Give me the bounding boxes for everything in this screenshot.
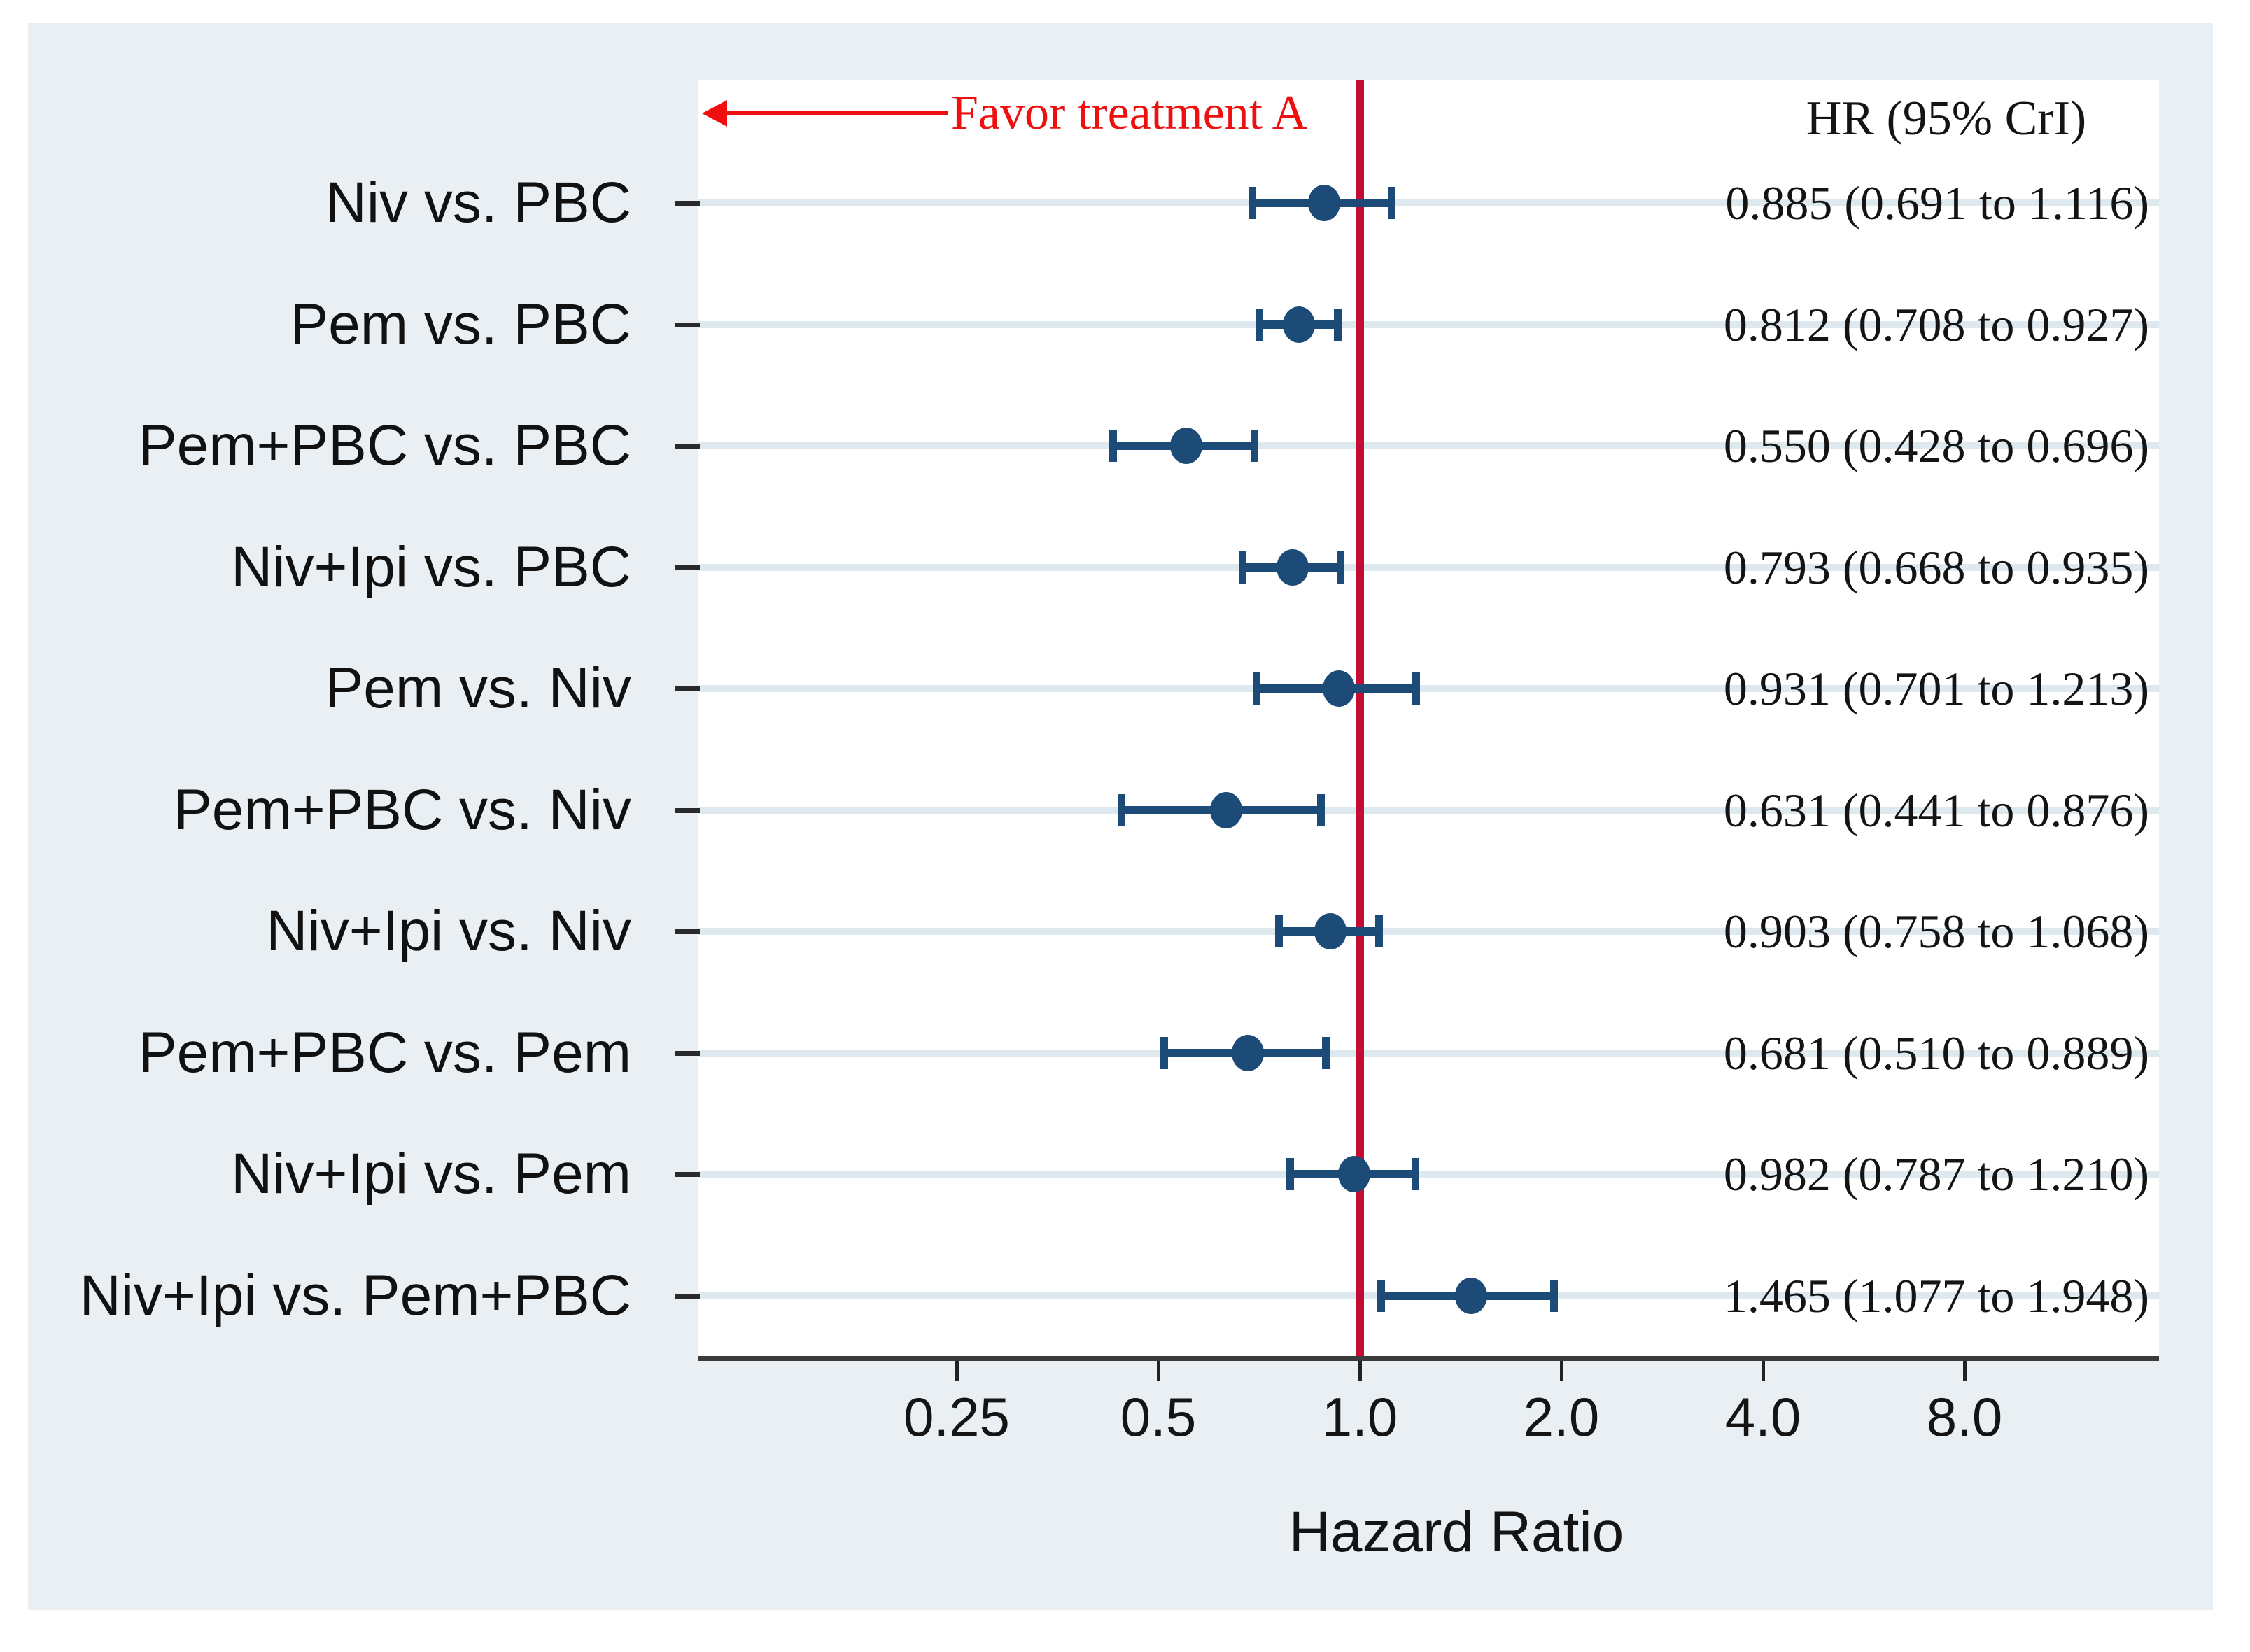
ci-cap-low	[1238, 551, 1246, 584]
hr-point-marker	[1232, 1034, 1265, 1071]
row-tick-dash	[675, 1172, 700, 1178]
ci-cap-low	[1160, 1036, 1168, 1069]
hr-point-marker	[1209, 791, 1242, 828]
ci-cap-low	[1109, 430, 1117, 463]
x-axis-tick	[1761, 1361, 1765, 1381]
row-label: Niv+Ipi vs. Niv	[266, 899, 631, 963]
ci-cap-high	[1411, 1158, 1419, 1191]
row-label: Pem+PBC vs. Niv	[174, 777, 631, 842]
hr-point-marker	[1338, 1156, 1371, 1193]
x-axis-tick	[1962, 1361, 1967, 1381]
ci-cap-high	[1388, 187, 1396, 219]
ci-cap-high	[1321, 1036, 1330, 1069]
hr-value-text: 0.931 (0.701 to 1.213)	[1723, 662, 2149, 716]
row-tick-dash	[675, 565, 700, 570]
row-label: Pem vs. PBC	[290, 292, 631, 356]
favor-treatment-annotation: Favor treatment A	[951, 86, 1308, 140]
ci-cap-low	[1377, 1280, 1386, 1313]
hr-point-marker	[1323, 670, 1356, 707]
row-tick-dash	[675, 686, 700, 692]
reference-line-hr-1	[1356, 80, 1364, 1356]
x-axis-tick-label: 0.25	[903, 1386, 1010, 1448]
ci-cap-low	[1275, 915, 1284, 948]
row-label: Pem+PBC vs. PBC	[138, 414, 631, 478]
hr-point-marker	[1276, 549, 1309, 586]
ci-cap-low	[1118, 793, 1126, 826]
row-label: Niv vs. PBC	[325, 171, 631, 234]
row-label: Niv+Ipi vs. PBC	[231, 535, 631, 599]
ci-cap-low	[1248, 187, 1256, 219]
row-tick-dash	[675, 444, 700, 449]
ci-cap-high	[1374, 915, 1383, 948]
row-tick-dash	[675, 322, 700, 327]
x-axis-tick	[1358, 1361, 1362, 1381]
row-label: Niv+Ipi vs. Pem+PBC	[79, 1264, 631, 1328]
row-label: Niv+Ipi vs. Pem	[231, 1142, 631, 1206]
ci-cap-high	[1334, 308, 1342, 341]
gridline	[698, 1171, 2159, 1178]
hr-point-marker	[1314, 913, 1347, 950]
hr-value-text: 0.550 (0.428 to 0.696)	[1723, 419, 2149, 473]
hr-value-text: 0.812 (0.708 to 0.927)	[1723, 297, 2149, 351]
row-tick-dash	[675, 1294, 700, 1299]
gridline	[698, 320, 2159, 328]
hr-value-text: 0.681 (0.510 to 0.889)	[1723, 1026, 2149, 1080]
plot-area: Favor treatment A HR (95% CrI) 0.885 (0.…	[698, 80, 2159, 1361]
ci-cap-low	[1286, 1158, 1294, 1191]
x-axis-tick	[1156, 1361, 1160, 1381]
hr-column-header: HR (95% CrI)	[1806, 92, 2087, 146]
gridline	[698, 685, 2159, 693]
left-arrow-icon	[702, 100, 727, 127]
hr-value-text: 0.793 (0.668 to 0.935)	[1723, 540, 2149, 594]
x-axis-tick	[1559, 1361, 1563, 1381]
hr-value-text: 0.903 (0.758 to 1.068)	[1723, 905, 2149, 959]
ci-cap-high	[1412, 672, 1420, 705]
hr-value-text: 0.631 (0.441 to 0.876)	[1723, 783, 2149, 837]
x-axis-tick-label: 4.0	[1724, 1386, 1801, 1448]
gridline	[698, 199, 2159, 206]
gridline	[698, 806, 2159, 814]
hr-value-text: 0.885 (0.691 to 1.116)	[1725, 176, 2149, 230]
ci-cap-high	[1317, 793, 1326, 826]
favor-arrow-shaft	[726, 111, 948, 115]
x-axis-title: Hazard Ratio	[1288, 1500, 1624, 1564]
hr-point-marker	[1169, 428, 1202, 465]
gridline	[698, 1049, 2159, 1057]
hr-point-marker	[1283, 306, 1316, 343]
x-axis-tick	[955, 1361, 959, 1381]
gridline	[698, 563, 2159, 571]
hr-value-text: 1.465 (1.077 to 1.948)	[1723, 1269, 2149, 1323]
ci-cap-low	[1256, 308, 1264, 341]
ci-cap-high	[1250, 430, 1258, 463]
gridline	[698, 442, 2159, 450]
ci-cap-high	[1549, 1280, 1558, 1313]
x-axis-tick-label: 1.0	[1321, 1386, 1398, 1448]
x-axis-tick-label: 2.0	[1523, 1386, 1600, 1448]
x-axis-tick-label: 8.0	[1926, 1386, 2003, 1448]
row-label: Pem+PBC vs. Pem	[138, 1020, 631, 1085]
hr-value-text: 0.982 (0.787 to 1.210)	[1723, 1148, 2149, 1201]
hr-point-marker	[1308, 185, 1341, 221]
ci-cap-high	[1336, 551, 1344, 584]
row-tick-dash	[675, 929, 700, 935]
hr-point-marker	[1454, 1278, 1487, 1315]
row-tick-dash	[675, 201, 700, 206]
plot-panel: Favor treatment A HR (95% CrI) 0.885 (0.…	[28, 23, 2213, 1610]
gridline	[698, 928, 2159, 936]
row-tick-dash	[675, 1050, 700, 1056]
row-label: Pem vs. Niv	[325, 656, 631, 721]
row-tick-dash	[675, 807, 700, 813]
x-axis-tick-label: 0.5	[1120, 1386, 1197, 1448]
ci-cap-low	[1252, 672, 1260, 705]
